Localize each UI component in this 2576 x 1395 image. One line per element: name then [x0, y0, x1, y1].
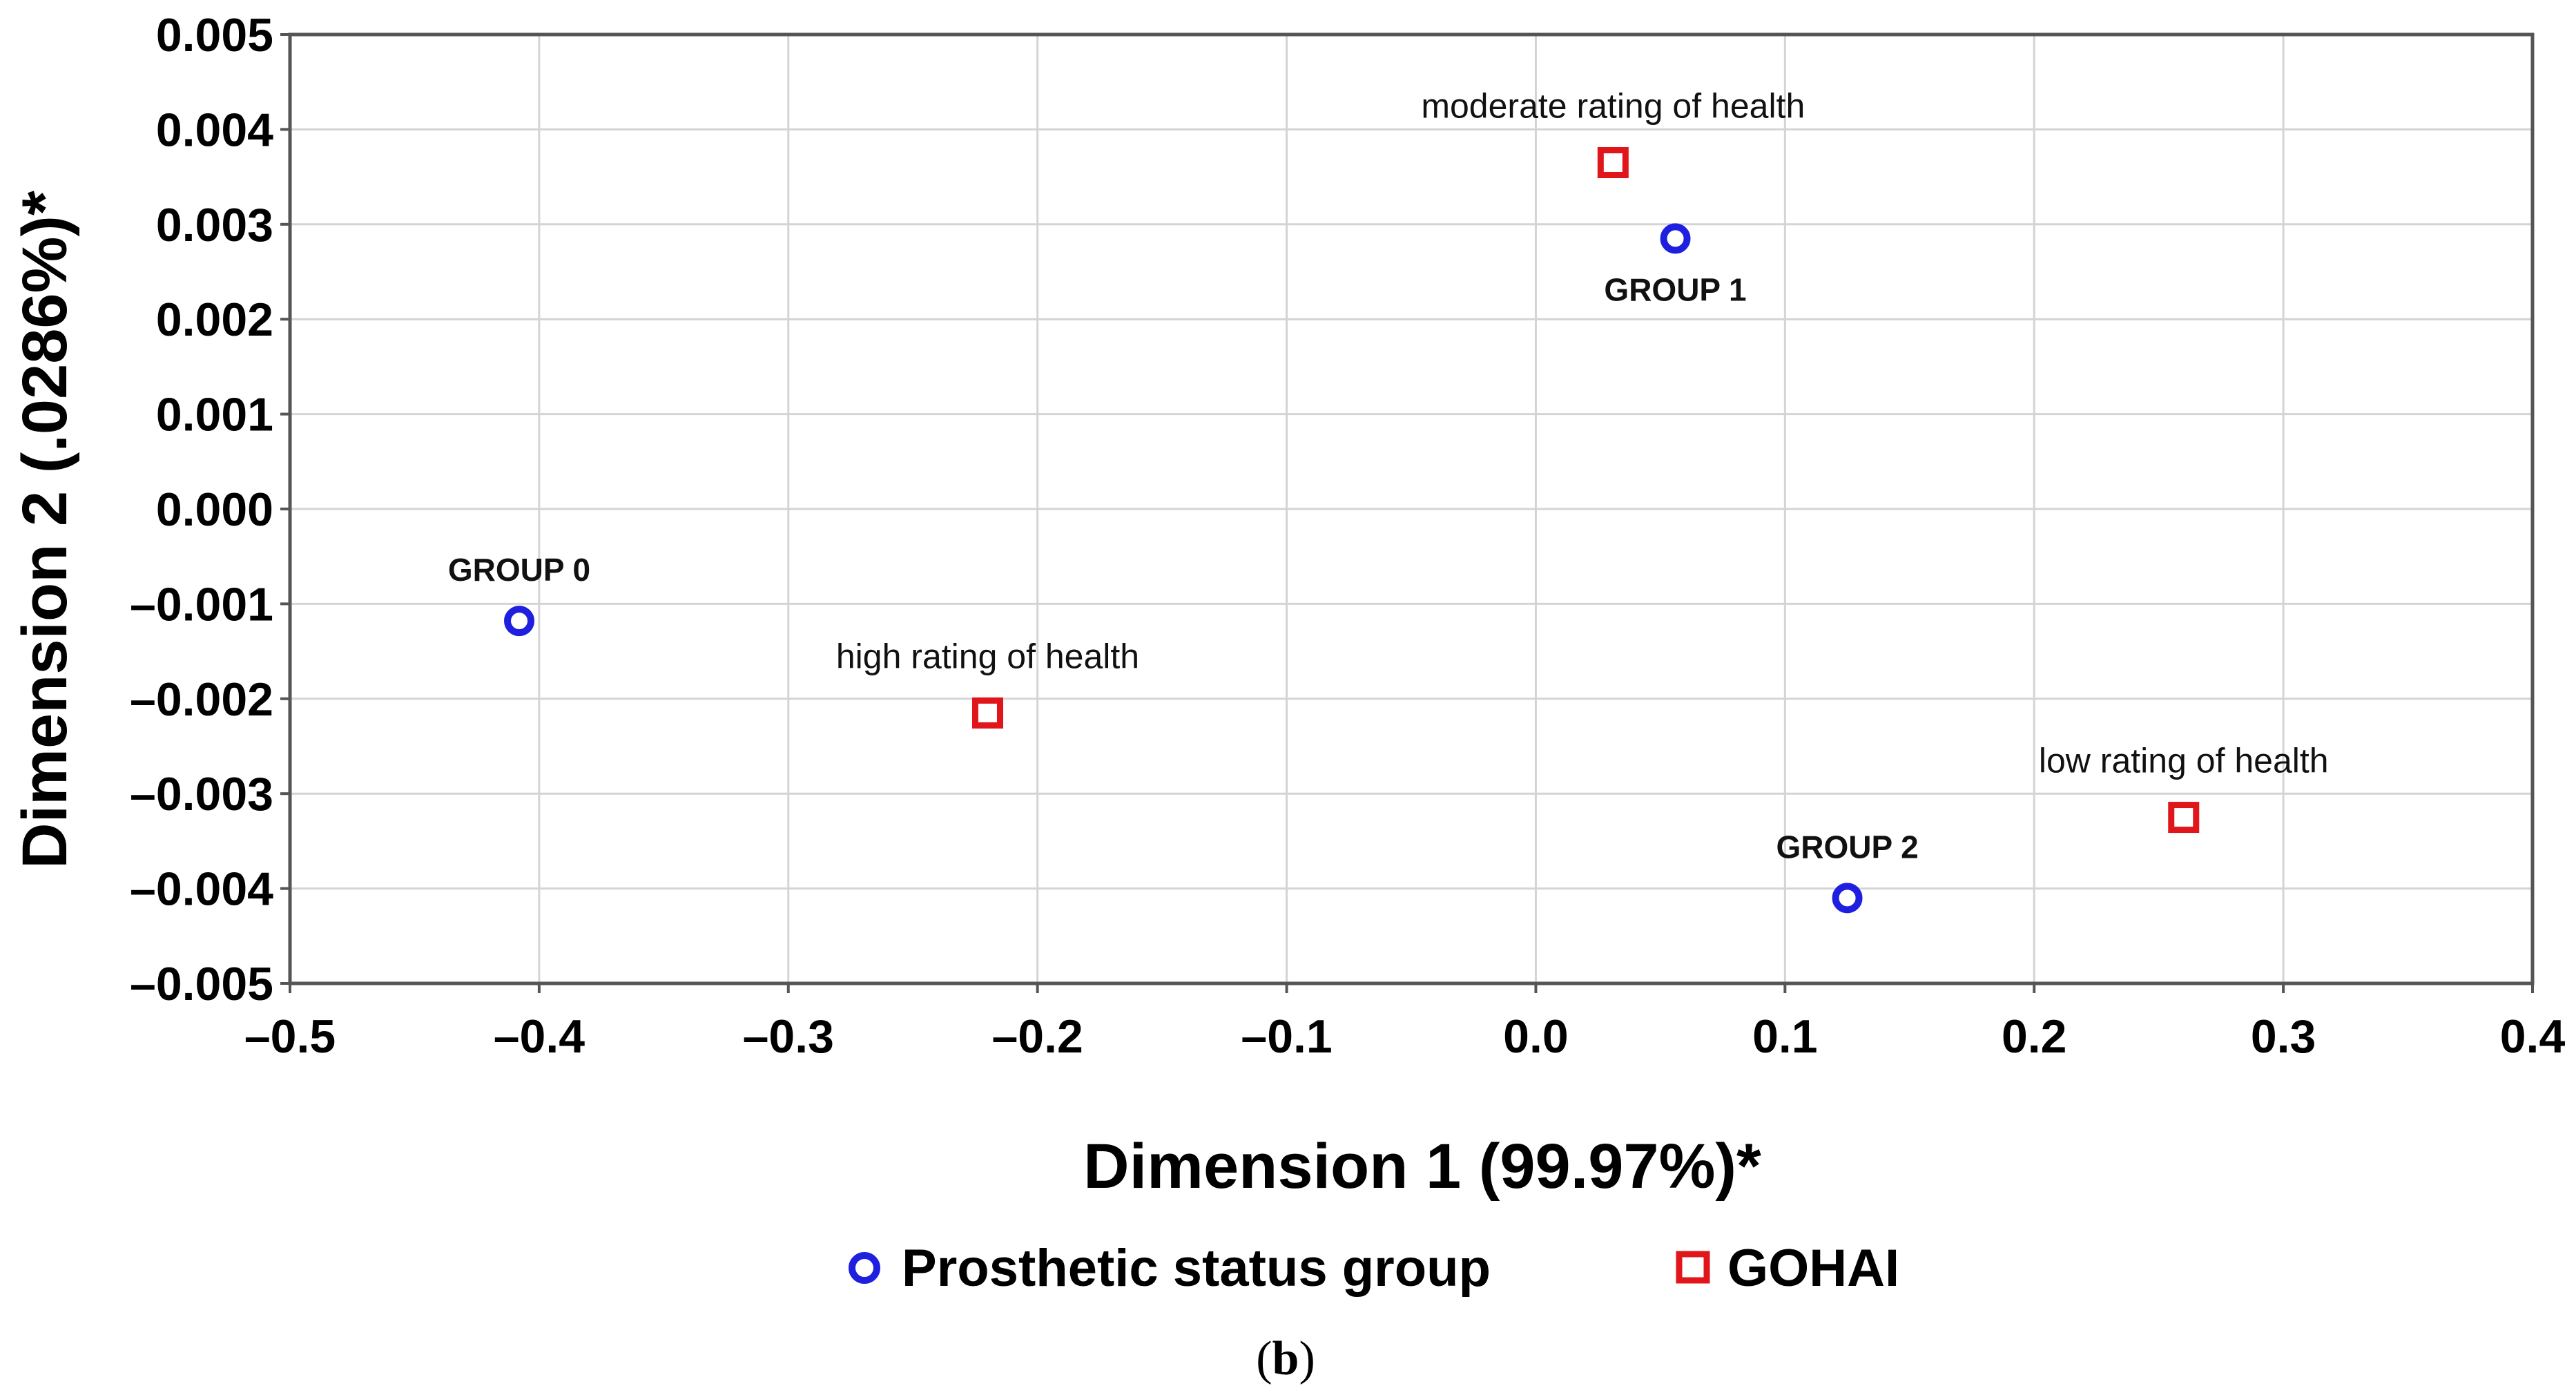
label-group-0: GROUP 0 [448, 552, 590, 588]
label-low-rating-of-health: low rating of health [2039, 742, 2329, 780]
legend-label-prosthetic-status-group: Prosthetic status group [902, 1239, 1491, 1298]
x-tick-label: –0.5 [244, 1010, 336, 1063]
point-moderate-rating-of-health [1597, 146, 1629, 178]
x-tick-label: –0.4 [494, 1010, 585, 1063]
x-tick-label: –0.2 [991, 1010, 1083, 1063]
grid-lines [289, 33, 2534, 985]
point-group-0 [504, 606, 535, 637]
point-group-1 [1660, 223, 1691, 254]
y-tick-label: 0.001 [156, 389, 273, 441]
y-tick-label: –0.003 [130, 768, 273, 820]
y-axis-ticks: 0.005 0.004 0.003 0.002 0.001 0.000 –0.001 –0.0… [130, 9, 290, 1010]
y-tick-label: 0.003 [156, 199, 273, 251]
legend-circle-marker-icon [849, 1252, 880, 1284]
x-tick-label: 0.3 [2251, 1010, 2316, 1063]
data-points [504, 146, 2200, 914]
y-axis-title: Dimension 2 (.0286%)* [10, 191, 80, 869]
label-group-1: GROUP 1 [1604, 271, 1746, 307]
legend-square-marker-icon [1676, 1251, 1710, 1284]
point-low-rating-of-health [2168, 802, 2200, 834]
y-tick-label: 0.005 [156, 9, 273, 61]
y-tick-label: –0.004 [130, 863, 273, 916]
figure-caption: (b) [1256, 1332, 1315, 1385]
x-tick-label: 0.1 [1752, 1010, 1818, 1063]
y-tick-label: 0.002 [156, 294, 273, 346]
legend: Prosthetic status group GOHAI [849, 1239, 1899, 1298]
x-axis-title: Dimension 1 (99.97%)* [1083, 1131, 1761, 1202]
x-tick-label: –0.3 [743, 1010, 834, 1063]
x-tick-label: 0.4 [2500, 1010, 2566, 1063]
x-axis-ticks: –0.5 –0.4 –0.3 –0.2 –0.1 0.0 0.1 0.2 0.3 0.4 [244, 983, 2566, 1063]
y-tick-label: –0.005 [130, 958, 273, 1010]
point-group-2 [1832, 883, 1863, 914]
x-tick-label: 0.0 [1503, 1010, 1569, 1063]
legend-label-gohai: GOHAI [1727, 1239, 1899, 1298]
y-tick-label: –0.002 [130, 673, 273, 726]
y-tick-label: 0.000 [156, 483, 273, 536]
x-tick-label: –0.1 [1241, 1010, 1332, 1063]
label-group-2: GROUP 2 [1776, 829, 1918, 865]
label-high-rating-of-health: high rating of health [836, 637, 1139, 675]
x-tick-label: 0.2 [2002, 1010, 2067, 1063]
point-labels: GROUP 0 GROUP 1 GROUP 2 moderate rating of … [448, 86, 2329, 865]
y-tick-label: –0.001 [130, 578, 273, 631]
label-moderate-rating-of-health: moderate rating of health [1421, 86, 1805, 125]
point-high-rating-of-health [971, 697, 1003, 729]
y-tick-label: 0.004 [156, 104, 273, 156]
